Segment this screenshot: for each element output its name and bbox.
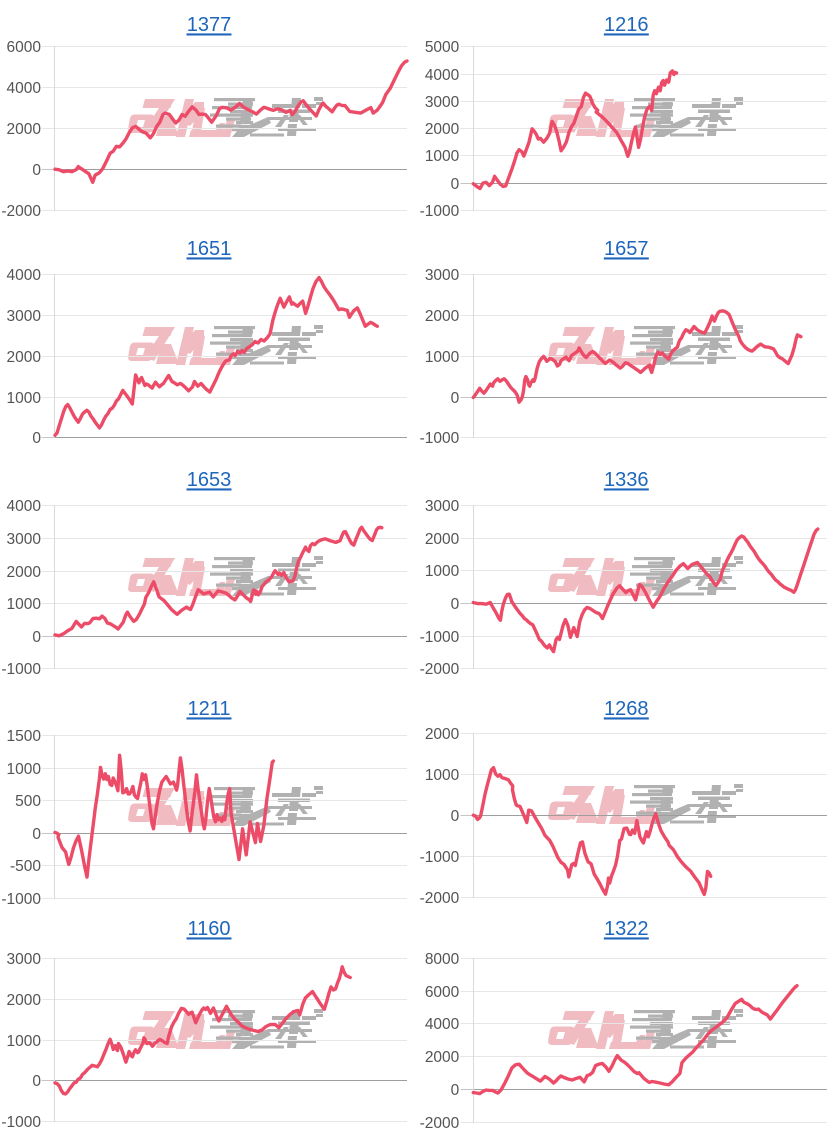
- svg-text:8000: 8000: [425, 951, 460, 968]
- svg-text:0: 0: [451, 176, 460, 193]
- svg-text:-2000: -2000: [420, 1115, 460, 1132]
- svg-text:4000: 4000: [7, 267, 42, 284]
- svg-text:5000: 5000: [425, 39, 460, 56]
- svg-text:1500: 1500: [7, 728, 42, 745]
- svg-text:1000: 1000: [7, 761, 42, 778]
- svg-text:0: 0: [32, 430, 41, 447]
- svg-text:1657: 1657: [604, 238, 649, 260]
- svg-text:2000: 2000: [425, 531, 460, 548]
- svg-text:3000: 3000: [425, 498, 460, 515]
- svg-text:4000: 4000: [425, 1016, 460, 1033]
- svg-text:0: 0: [451, 1082, 460, 1099]
- svg-text:1322: 1322: [604, 918, 649, 940]
- svg-text:0: 0: [32, 826, 41, 843]
- svg-text:1377: 1377: [187, 14, 232, 36]
- svg-text:0: 0: [32, 162, 41, 179]
- svg-text:1160: 1160: [187, 918, 230, 940]
- svg-text:2000: 2000: [7, 349, 42, 366]
- svg-text:1000: 1000: [425, 563, 460, 580]
- svg-text:500: 500: [15, 793, 41, 810]
- svg-text:1651: 1651: [187, 238, 232, 260]
- svg-text:1000: 1000: [7, 1033, 42, 1050]
- svg-text:4000: 4000: [425, 67, 460, 84]
- svg-text:-1000: -1000: [420, 629, 460, 646]
- svg-text:3000: 3000: [425, 267, 460, 284]
- svg-text:3000: 3000: [7, 308, 42, 325]
- svg-text:3000: 3000: [7, 951, 42, 968]
- svg-text:1653: 1653: [187, 469, 232, 491]
- svg-text:-2000: -2000: [420, 890, 460, 907]
- svg-text:2000: 2000: [425, 1049, 460, 1066]
- svg-text:2000: 2000: [425, 726, 460, 743]
- svg-text:4000: 4000: [7, 498, 42, 515]
- svg-text:-1000: -1000: [420, 849, 460, 866]
- svg-text:-2000: -2000: [1, 203, 41, 220]
- svg-text:1211: 1211: [187, 698, 230, 720]
- svg-text:2000: 2000: [7, 121, 42, 138]
- svg-text:0: 0: [451, 596, 460, 613]
- svg-text:-1000: -1000: [1, 891, 41, 908]
- svg-text:0: 0: [32, 629, 41, 646]
- svg-text:-1000: -1000: [1, 1114, 41, 1131]
- svg-text:6000: 6000: [7, 39, 42, 56]
- svg-text:1000: 1000: [425, 349, 460, 366]
- svg-text:0: 0: [451, 390, 460, 407]
- svg-text:6000: 6000: [425, 984, 460, 1001]
- svg-text:-500: -500: [10, 858, 41, 875]
- svg-text:1000: 1000: [7, 390, 42, 407]
- svg-text:1336: 1336: [604, 469, 649, 491]
- svg-text:1000: 1000: [425, 767, 460, 784]
- svg-text:1000: 1000: [425, 148, 460, 165]
- svg-text:-1000: -1000: [420, 203, 460, 220]
- svg-text:2000: 2000: [425, 121, 460, 138]
- svg-text:2000: 2000: [7, 992, 42, 1009]
- svg-text:2000: 2000: [425, 308, 460, 325]
- svg-text:4000: 4000: [7, 80, 42, 97]
- svg-text:-2000: -2000: [420, 661, 460, 678]
- svg-text:3000: 3000: [7, 531, 42, 548]
- svg-text:1216: 1216: [604, 14, 649, 36]
- svg-text:1000: 1000: [7, 596, 42, 613]
- svg-text:3000: 3000: [425, 94, 460, 111]
- svg-text:-1000: -1000: [420, 430, 460, 447]
- svg-text:0: 0: [32, 1073, 41, 1090]
- svg-text:2000: 2000: [7, 564, 42, 581]
- svg-text:0: 0: [451, 808, 460, 825]
- svg-text:1268: 1268: [604, 698, 649, 720]
- svg-text:-1000: -1000: [1, 661, 41, 678]
